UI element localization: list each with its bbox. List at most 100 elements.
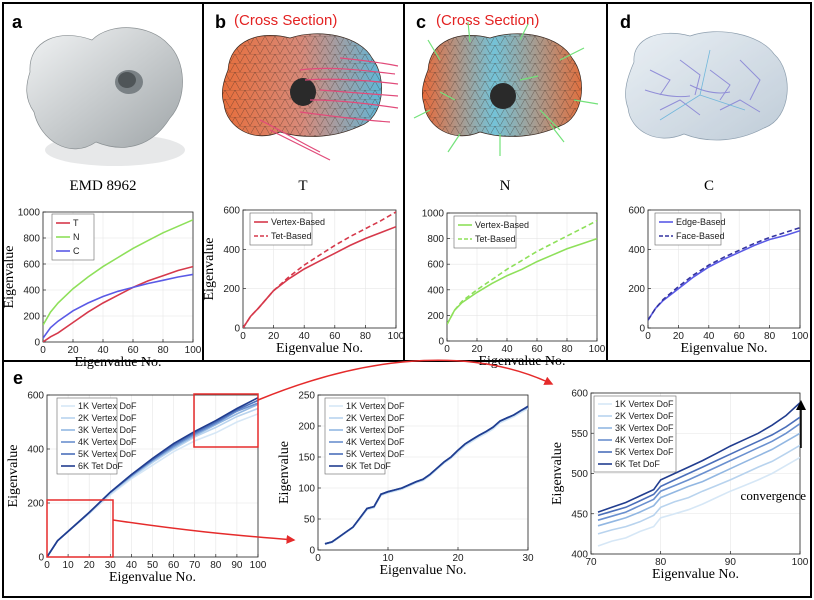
legend-box xyxy=(453,215,517,249)
panel-d-letter: d xyxy=(620,12,631,32)
x-tick-label: 40 xyxy=(299,331,311,342)
legend-label: C xyxy=(73,246,80,256)
x-axis-label: Eigenvalue No. xyxy=(478,354,565,369)
tangent-field-render xyxy=(222,33,399,161)
legend-label: 2K Vertex DoF xyxy=(615,411,674,421)
panel-c-caption: N xyxy=(500,178,511,194)
legend-box xyxy=(593,395,677,473)
normal-field-render xyxy=(413,21,599,156)
chart-d: 0 20 40 60 80 100 0 200 400 600 Edge-Based Face-Bas… xyxy=(628,206,808,357)
y-tick-label: 400 xyxy=(571,550,588,561)
protein-surface-render xyxy=(26,27,185,166)
y-tick-label: 400 xyxy=(23,286,40,297)
y-tick-label: 550 xyxy=(571,429,588,440)
x-tick-label: 80 xyxy=(157,345,169,356)
y-tick-label: 0 xyxy=(639,324,645,335)
legend-label: 5K Vertex DoF xyxy=(346,449,405,459)
x-tick-label: 0 xyxy=(40,345,46,356)
y-tick-label: 600 xyxy=(27,391,44,402)
y-tick-label: 600 xyxy=(23,260,40,271)
series-line-6k-tet-dof xyxy=(47,396,258,557)
x-tick-label: 50 xyxy=(147,560,159,571)
series-line-1k-vertex-dof xyxy=(597,456,800,547)
x-tick-label: 20 xyxy=(452,553,464,564)
x-tick-label: 40 xyxy=(703,331,715,342)
legend-label: T xyxy=(73,218,79,228)
x-tick-label: 40 xyxy=(126,560,138,571)
chart-e-full: 0 10 20 30 40 50 60 70 80 90 100 0 200 400 600 1K Verte… xyxy=(6,391,267,586)
legend-label: 6K Tet DoF xyxy=(78,461,123,471)
legend-box xyxy=(249,212,313,246)
convergence-label: convergence xyxy=(741,488,807,503)
panel-d-caption: C xyxy=(704,178,714,194)
x-tick-label: 10 xyxy=(382,553,394,564)
x-tick-label: 60 xyxy=(329,331,341,342)
x-tick-label: 0 xyxy=(645,331,651,342)
x-axis-label: Eigenvalue No. xyxy=(276,341,363,356)
y-tick-label: 400 xyxy=(427,285,444,296)
x-tick-label: 100 xyxy=(185,345,202,356)
panel-b-letter: b xyxy=(215,12,226,32)
legend-label: 3K Vertex DoF xyxy=(346,425,405,435)
x-tick-label: 70 xyxy=(189,560,201,571)
series-line-4k-vertex-dof xyxy=(597,422,800,521)
y-axis-label: Eigenvalue xyxy=(550,442,565,505)
axes-box xyxy=(242,209,397,329)
panel-c-letter: c xyxy=(416,12,426,32)
x-axis-label: Eigenvalue No. xyxy=(379,563,466,578)
series-line-2k-vertex-dof xyxy=(597,444,800,535)
x-tick-label: 100 xyxy=(589,344,606,355)
x-tick-label: 0 xyxy=(240,331,246,342)
y-tick-label: 200 xyxy=(23,312,40,323)
series-line-face-based xyxy=(648,226,800,321)
y-tick-label: 800 xyxy=(23,234,40,245)
x-tick-label: 80 xyxy=(764,331,776,342)
y-tick-label: 600 xyxy=(571,389,588,400)
legend-label: 5K Vertex DoF xyxy=(78,449,137,459)
series-line-n xyxy=(43,219,193,326)
legend-label: 4K Vertex DoF xyxy=(615,435,674,445)
legend-box xyxy=(324,397,386,475)
chart-b: 0 20 40 60 80 100 0 200 400 600 Vertex-Based Tet-Ba… xyxy=(202,206,405,357)
legend-label: 3K Vertex DoF xyxy=(78,425,137,435)
legend-label: 6K Tet DoF xyxy=(346,461,391,471)
legend-label: 1K Vertex DoF xyxy=(615,399,674,409)
zoom-box-high xyxy=(193,393,259,448)
legend-label: 2K Vertex DoF xyxy=(346,413,405,423)
x-tick-label: 10 xyxy=(63,560,75,571)
legend-label: Edge-Based xyxy=(676,217,726,227)
legend-label: Face-Based xyxy=(676,231,725,241)
y-axis-label: Eigenvalue xyxy=(2,246,17,309)
chart-a: 0 20 40 60 80 10002004006008001000TNCEigenval… xyxy=(2,208,202,371)
y-tick-label: 600 xyxy=(628,206,645,217)
legend-label: N xyxy=(73,232,80,242)
x-axis-label: Eigenvalue No. xyxy=(109,570,196,585)
legend-label: 5K Vertex DoF xyxy=(615,447,674,457)
y-tick-label: 1000 xyxy=(422,209,445,220)
x-tick-label: 0 xyxy=(315,553,321,564)
legend-box xyxy=(654,212,722,246)
x-tick-label: 20 xyxy=(471,344,483,355)
y-axis-label: Eigenvalue xyxy=(277,441,292,504)
panel-e-letter: e xyxy=(13,368,23,388)
series-line-tet-based xyxy=(447,219,597,325)
panel-a-letter: a xyxy=(12,12,23,32)
series-line-3k-vertex-dof xyxy=(597,432,800,527)
y-tick-label: 0 xyxy=(38,553,44,564)
y-tick-label: 0 xyxy=(34,338,40,349)
x-tick-label: 80 xyxy=(561,344,573,355)
y-tick-label: 0 xyxy=(309,546,315,557)
axes-box xyxy=(647,209,801,329)
x-tick-label: 20 xyxy=(84,560,96,571)
series-line-6k-tet-dof xyxy=(597,402,800,513)
x-tick-label: 90 xyxy=(725,557,737,568)
zoom-box-low xyxy=(46,499,114,558)
x-tick-label: 20 xyxy=(673,331,685,342)
x-tick-label: 30 xyxy=(105,560,117,571)
chart-e-zoom-high: 70 80 90 100 400 450 500 550 600 1K Vertex DoF 2K … xyxy=(550,389,809,583)
y-tick-label: 600 xyxy=(223,206,240,217)
axes-box xyxy=(42,211,194,343)
y-tick-label: 500 xyxy=(571,469,588,480)
panel-c-cross-section: (Cross Section) xyxy=(436,12,539,29)
